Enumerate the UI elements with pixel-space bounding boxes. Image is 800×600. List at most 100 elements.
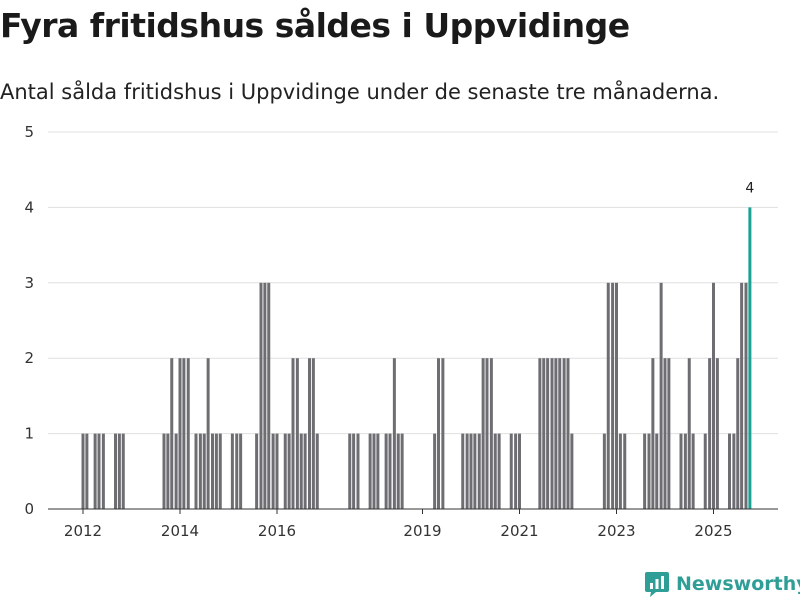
bar <box>618 433 622 509</box>
bar <box>271 433 275 509</box>
bar <box>214 433 218 509</box>
bar <box>481 358 485 509</box>
bar <box>732 433 736 509</box>
bar <box>518 433 521 509</box>
bar <box>194 433 198 509</box>
bar <box>615 282 618 509</box>
x-tick-label: 2019 <box>403 522 441 540</box>
bar <box>291 358 295 509</box>
bar <box>186 358 190 509</box>
x-tick-label: 2016 <box>258 522 296 540</box>
x-tick-label: 2012 <box>64 522 102 540</box>
bar <box>602 433 606 509</box>
bar <box>485 358 489 509</box>
bar <box>546 358 550 509</box>
bar <box>303 433 307 509</box>
bar <box>356 433 360 509</box>
bar <box>473 433 477 509</box>
bar <box>659 282 663 509</box>
bar <box>117 433 121 509</box>
bar <box>538 358 542 509</box>
x-tick-label: 2023 <box>597 522 635 540</box>
bar <box>348 433 352 509</box>
bar <box>437 358 441 509</box>
bar <box>121 433 125 509</box>
bar <box>562 358 566 509</box>
bar <box>206 358 210 509</box>
bar <box>287 433 291 509</box>
bar <box>400 433 404 509</box>
data-label: 4 <box>745 180 754 196</box>
bar <box>396 433 400 509</box>
bar <box>299 433 303 509</box>
x-tick-label: 2025 <box>694 522 732 540</box>
bar <box>691 433 695 509</box>
bar <box>550 358 554 509</box>
bar <box>687 358 691 509</box>
chart-subtitle: Antal sålda fritidshus i Uppvidinge unde… <box>0 80 720 104</box>
bar <box>744 282 748 509</box>
bar <box>647 433 651 509</box>
bar <box>388 433 392 509</box>
bar <box>307 358 311 509</box>
bar <box>352 433 356 509</box>
bar <box>715 358 719 509</box>
bar <box>315 433 319 509</box>
bar <box>311 358 315 509</box>
newsworthy-logo-icon <box>645 572 669 597</box>
y-tick-label: 4 <box>24 198 34 216</box>
y-tick-label: 0 <box>24 500 34 518</box>
y-tick-label: 1 <box>24 425 34 443</box>
bar <box>255 433 259 509</box>
bar <box>97 433 101 509</box>
bar <box>655 433 659 509</box>
bar <box>81 433 85 509</box>
bar-chart: 0 1 2 3 4 5 2012 2014 2016 2019 2021 2023 2025 4 <box>24 123 778 540</box>
bar <box>465 433 469 509</box>
bar <box>493 433 497 509</box>
bar <box>509 433 513 509</box>
bar <box>101 433 105 509</box>
bar <box>433 433 437 509</box>
bar <box>643 433 647 509</box>
bar <box>461 433 465 509</box>
y-tick-label: 5 <box>24 123 34 141</box>
bar <box>263 282 267 509</box>
bar <box>663 358 667 509</box>
bar <box>514 433 518 509</box>
bar <box>489 358 493 509</box>
bar <box>93 433 97 509</box>
x-tick-label: 2021 <box>500 522 538 540</box>
newsworthy-logo-text: Newsworthy <box>676 573 800 595</box>
bar <box>182 358 186 509</box>
bar <box>623 433 627 509</box>
newsworthy-logo: Newsworthy <box>644 569 800 599</box>
bar <box>606 282 610 509</box>
bar <box>667 358 671 509</box>
y-tick-label: 2 <box>24 349 34 367</box>
bar <box>554 358 558 509</box>
bar <box>651 358 655 509</box>
bar <box>166 433 170 509</box>
bar <box>566 358 570 509</box>
bar <box>477 433 481 509</box>
bar <box>85 433 89 509</box>
bar <box>497 433 501 509</box>
bar <box>542 358 546 509</box>
bar <box>708 358 712 509</box>
bar <box>392 358 396 509</box>
bar <box>230 433 234 509</box>
bar <box>570 433 574 509</box>
bar <box>218 433 222 509</box>
bar <box>210 433 214 509</box>
bar <box>740 282 744 509</box>
bar <box>372 433 376 509</box>
bar <box>202 433 206 509</box>
bar <box>239 433 243 509</box>
chart-title: Fyra fritidshus såldes i Uppvidinge <box>0 6 630 45</box>
bar <box>441 358 445 509</box>
bar <box>384 433 388 509</box>
bar <box>712 282 715 509</box>
bar <box>162 433 166 509</box>
bar <box>259 282 263 509</box>
